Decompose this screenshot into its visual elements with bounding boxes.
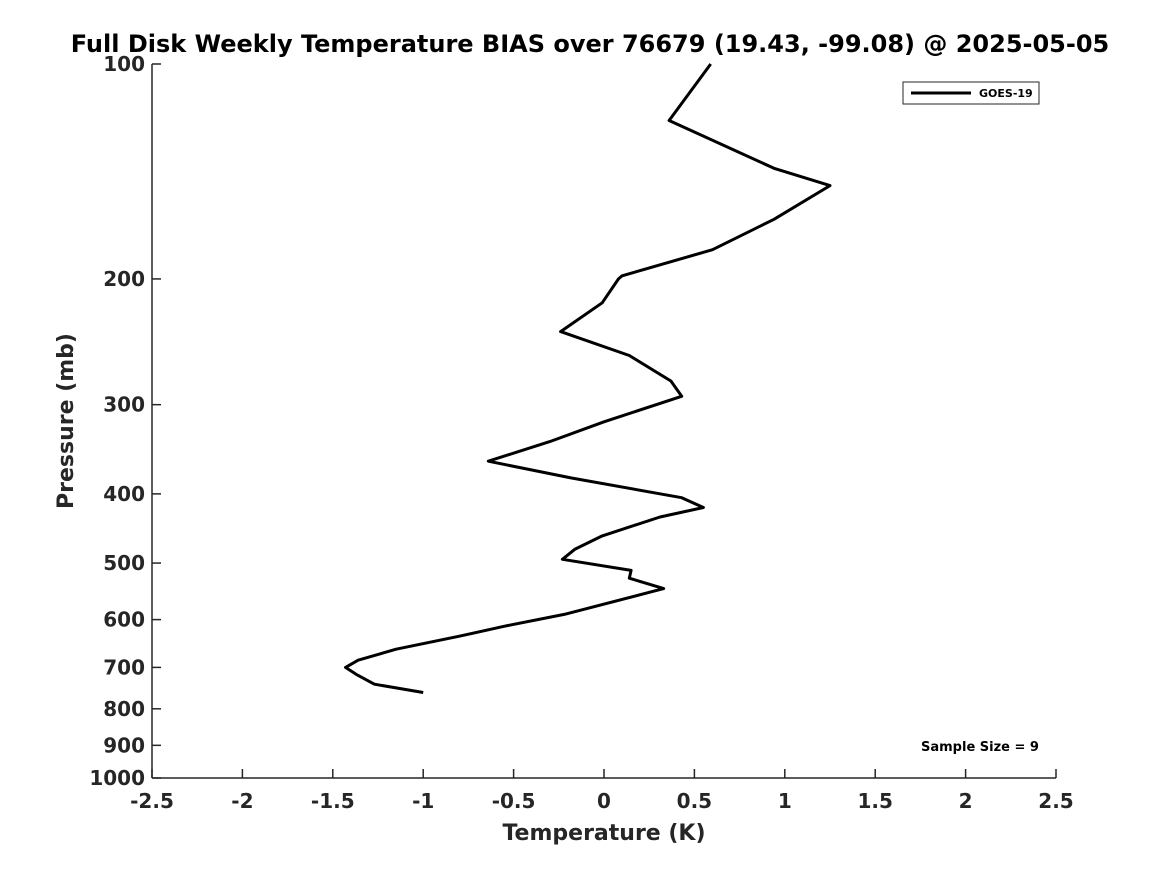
x-tick-label: -1.5 [311,789,355,813]
y-tick-label: 700 [103,655,145,679]
x-tick-label: 1.5 [857,789,892,813]
sample-size-annotation: Sample Size = 9 [921,740,1039,755]
x-axis-ticks: -2.5 -2 -1.5 -1 -0.5 0 0.5 1 1.5 2 2.5 [130,769,1074,813]
y-tick-label: 100 [103,52,145,76]
y-tick-label: 1000 [89,766,145,790]
x-tick-label: 2 [959,789,973,813]
y-axis-ticks: 100 200 300 400 500 600 700 800 900 1000 [89,52,161,790]
y-tick-label: 300 [103,393,145,417]
y-tick-label: 500 [103,551,145,575]
y-tick-label: 800 [103,697,145,721]
chart-title: Full Disk Weekly Temperature BIAS over 7… [71,30,1110,58]
x-tick-label: 1 [778,789,792,813]
x-tick-label: 2.5 [1038,789,1073,813]
y-axis-label: Pressure (mb) [54,333,79,509]
x-tick-label: 0.5 [677,789,712,813]
series-line-goes-19 [344,63,832,694]
y-tick-label: 400 [103,482,145,506]
legend-label-goes-19: GOES-19 [979,87,1033,100]
y-tick-label: 200 [103,267,145,291]
y-tick-label: 600 [103,608,145,632]
y-tick-label: 900 [103,733,145,757]
x-tick-label: -1 [412,789,434,813]
x-axis-label: Temperature (K) [502,821,705,846]
x-tick-label: -2.5 [130,789,174,813]
x-tick-label: 0 [597,789,611,813]
x-tick-label: -2 [231,789,253,813]
x-tick-label: -0.5 [492,789,536,813]
legend: GOES-19 [902,81,1040,105]
